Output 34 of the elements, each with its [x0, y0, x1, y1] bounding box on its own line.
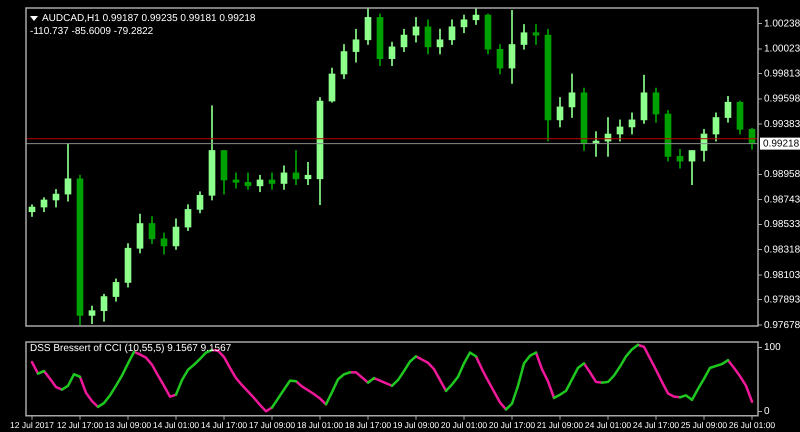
y-tick-label: 0.99598	[764, 94, 800, 105]
x-tick-label: 26 Jul 01:00	[728, 420, 776, 430]
x-tick-label: 14 Jul 01:00	[152, 420, 200, 430]
x-tick-label: 13 Jul 09:00	[104, 420, 152, 430]
x-tick-label: 17 Jul 09:00	[248, 420, 296, 430]
x-tick-label: 18 Jul 01:00	[296, 420, 344, 430]
x-tick-label: 12 Jul 17:00	[56, 420, 104, 430]
x-tick-label: 24 Jul 17:00	[632, 420, 680, 430]
x-tick-label: 24 Jul 01:00	[584, 420, 632, 430]
x-tick-label: 25 Jul 09:00	[680, 420, 728, 430]
x-tick-label: 20 Jul 17:00	[488, 420, 536, 430]
annotation: -110.737 -85.6009 -79.2822	[30, 25, 154, 38]
x-tick-label: 19 Jul 09:00	[392, 420, 440, 430]
annotation: DSS Bressert of CCI (10,55,5) 9.1567 9.1567	[30, 342, 232, 355]
y-tick-label: 0.97893	[764, 294, 800, 306]
x-tick-label: 20 Jul 01:00	[440, 420, 488, 430]
y-tick-label: 1.00023	[764, 44, 800, 55]
x-tick-label: 14 Jul 17:00	[200, 420, 248, 430]
y-tick-label: 0	[764, 406, 770, 418]
y-tick-label: 0.99383	[764, 118, 800, 130]
y-tick-label: 1.00238	[764, 18, 800, 30]
y-tick-label: 0.98958	[764, 169, 800, 180]
x-tick-label: 12 Jul 2017	[10, 420, 54, 430]
x-tick-label: 18 Jul 17:00	[344, 420, 392, 430]
y-tick-label: 0.98743	[764, 194, 800, 206]
y-tick-label: 0.98533	[764, 219, 800, 230]
annotation: AUDCAD,H1 0.99187 0.99235 0.99181 0.99218	[41, 12, 256, 25]
y-tick-label: 100	[764, 342, 782, 354]
y-tick-label: 0.97678	[764, 320, 800, 331]
y-tick-label: 0.99813	[764, 68, 800, 80]
y-tick-label: 0.98103	[764, 270, 800, 281]
y-tick-label: 0.98318	[764, 244, 800, 256]
x-tick-label: 21 Jul 09:00	[536, 420, 584, 430]
ref-line-label: 0.99218	[763, 138, 800, 150]
